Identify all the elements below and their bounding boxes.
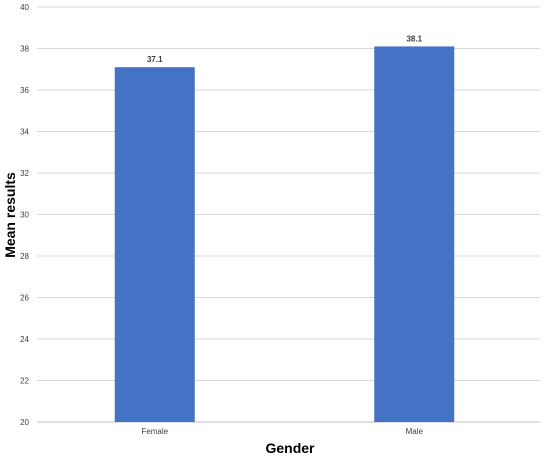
y-tick-label: 36 [20,86,29,95]
y-axis-ticks: 20 22 24 26 28 30 32 34 36 38 40 [20,3,29,427]
y-tick-label: 26 [20,294,29,303]
data-labels: 37.1 38.1 [147,34,423,64]
bar-female [114,67,195,423]
y-tick-label: 40 [20,3,29,12]
y-tick-label: 32 [20,169,29,178]
y-tick-label: 38 [20,45,29,54]
bar-male [374,46,455,423]
gridlines [37,6,540,423]
y-tick-label: 30 [20,211,29,220]
x-tick-label-male: Male [406,427,424,436]
x-tick-label-female: Female [141,427,168,436]
x-axis-title: Gender [265,440,315,456]
y-tick-label: 22 [20,377,29,386]
y-axis-title: Mean results [2,172,18,258]
x-axis-ticks: Female Male [141,427,423,436]
data-label-female: 37.1 [147,55,163,64]
y-tick-label: 24 [20,335,29,344]
y-tick-label: 28 [20,252,29,261]
y-tick-label: 34 [20,128,29,137]
y-tick-label: 20 [20,418,29,427]
bars [114,46,455,423]
data-label-male: 38.1 [406,34,422,43]
